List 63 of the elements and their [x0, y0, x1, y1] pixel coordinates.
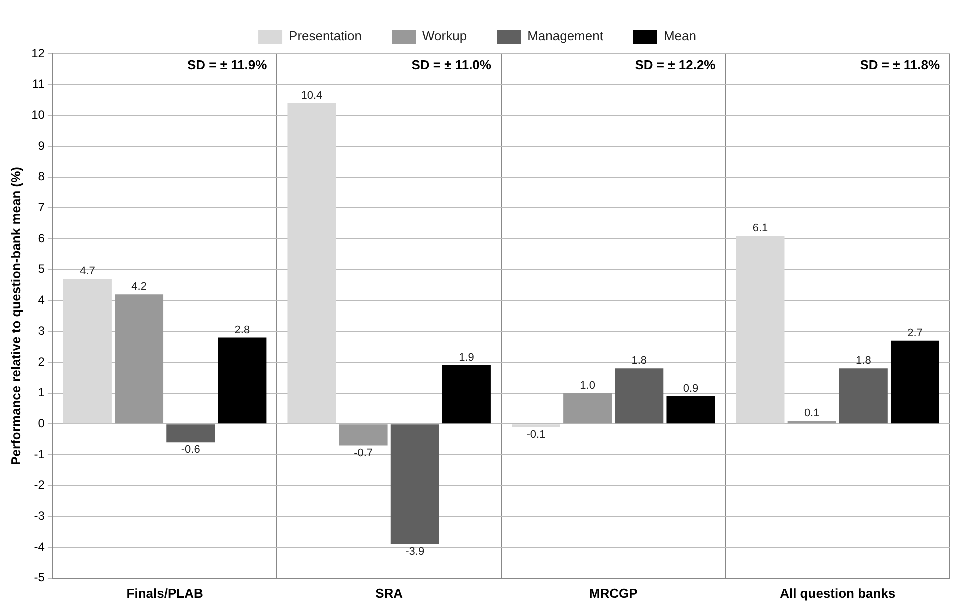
bar [666, 396, 716, 424]
annotation: SD = ± 11.8% [860, 58, 940, 73]
x-tick-label: Finals/PLAB [126, 586, 204, 601]
x-tick-label: All question banks [780, 586, 896, 601]
data-label: -3.9 [406, 546, 425, 558]
y-tick-label: 8 [38, 170, 46, 184]
y-axis-title: Performance relative to question-bank mean (%) [8, 167, 24, 466]
data-label: 1.0 [580, 380, 596, 392]
y-tick-label: 10 [32, 108, 46, 122]
data-label: -0.1 [526, 428, 546, 441]
y-tick-label: 1 [38, 386, 46, 400]
annotation: SD = ± 11.9% [187, 58, 268, 73]
data-label: 2.8 [234, 324, 250, 336]
y-tick-label: 5 [38, 262, 46, 276]
bar [390, 424, 440, 544]
data-label: -0.6 [181, 444, 200, 456]
y-tick-label: 9 [38, 138, 46, 153]
y-tick-label: -4 [34, 540, 46, 554]
y-tick-label: 12 [32, 46, 46, 60]
bar [63, 279, 112, 424]
x-tick-label: SRA [376, 586, 404, 601]
y-tick-label: -1 [34, 447, 46, 462]
bar [564, 393, 612, 424]
bar [288, 103, 336, 424]
data-label: 1.8 [632, 355, 648, 368]
y-tick-label: 4 [38, 293, 46, 308]
y-tick-label: 0 [38, 416, 46, 430]
data-label: 0.1 [804, 408, 820, 420]
bar [339, 424, 388, 446]
y-tick-label: 7 [38, 200, 46, 215]
data-label: 2.7 [908, 327, 923, 340]
data-label: 4.2 [132, 281, 147, 294]
bar [442, 366, 491, 424]
legend-label: Presentation [289, 28, 362, 44]
bar [115, 294, 164, 424]
bar [736, 236, 785, 424]
y-tick-label: -2 [34, 478, 46, 492]
bar [512, 424, 560, 428]
data-label: -0.7 [354, 447, 374, 460]
data-label: 1.8 [856, 355, 872, 368]
legend-label: Mean [664, 28, 696, 44]
y-tick-label: 6 [38, 231, 46, 246]
data-label: 0.9 [683, 382, 699, 395]
y-tick-label: 11 [32, 77, 46, 92]
data-label: 6.1 [752, 222, 768, 235]
data-label: 1.9 [459, 352, 474, 364]
data-label: 4.7 [80, 266, 96, 278]
annotation: SD = ± 11.0% [412, 58, 492, 73]
bar [166, 424, 216, 443]
bar [788, 421, 836, 424]
annotation: SD = ± 12.2% [635, 58, 716, 73]
bar [890, 340, 940, 424]
x-tick-label: MRCGP [589, 586, 638, 601]
bar [218, 338, 267, 424]
bar [839, 368, 888, 424]
y-tick-label: 3 [38, 324, 46, 338]
bar [615, 368, 664, 424]
legend-label: Workup [422, 28, 468, 44]
y-tick-label: -5 [34, 570, 46, 585]
y-tick-label: 2 [38, 354, 46, 369]
data-label: 10.4 [301, 90, 323, 102]
legend-label: Management [528, 28, 604, 44]
y-tick-label: -3 [34, 509, 46, 524]
